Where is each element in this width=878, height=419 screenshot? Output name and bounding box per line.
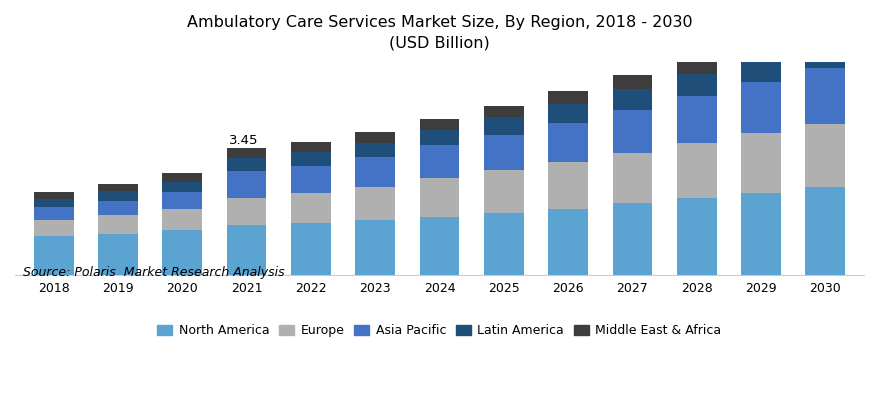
Bar [804,187,845,275]
Bar [291,222,330,275]
Bar [97,234,138,275]
Bar [804,124,845,187]
Bar [676,59,716,74]
Bar [548,104,587,123]
Legend: North America, Europe, Asia Pacific, Latin America, Middle East & Africa: North America, Europe, Asia Pacific, Lat… [152,319,726,342]
Bar [483,135,523,170]
Bar [740,193,781,275]
Bar [97,201,138,215]
Bar [612,153,651,203]
Bar [162,210,202,230]
Bar [162,192,202,210]
Bar [355,187,395,220]
Bar [291,166,330,193]
Bar [291,193,330,222]
Bar [291,152,330,166]
Bar [676,96,716,143]
Bar [548,209,587,275]
Bar [804,26,845,42]
Bar [483,106,523,117]
Bar [612,75,651,89]
Bar [419,119,459,130]
Bar [419,217,459,275]
Bar [227,158,266,171]
Bar [419,145,459,178]
Bar [612,110,651,153]
Bar [291,142,330,152]
Bar [740,82,781,134]
Bar [483,213,523,275]
Bar [676,74,716,96]
Bar [33,236,74,275]
Bar [355,220,395,275]
Bar [97,184,138,191]
Text: 3.45: 3.45 [228,134,258,147]
Bar [227,198,266,225]
Bar [612,89,651,110]
Bar [33,199,74,207]
Bar [740,42,781,57]
Bar [97,191,138,201]
Bar [97,215,138,234]
Bar [162,230,202,275]
Bar [227,171,266,198]
Bar [740,57,781,82]
Bar [355,132,395,142]
Text: Source: Polaris  Market Research Analysis: Source: Polaris Market Research Analysis [24,266,284,279]
Bar [548,123,587,162]
Bar [548,162,587,209]
Bar [676,199,716,275]
Bar [33,192,74,199]
Bar [483,170,523,213]
Bar [33,207,74,220]
Bar [33,220,74,236]
Bar [227,225,266,275]
Bar [419,130,459,145]
Bar [676,143,716,199]
Title: Ambulatory Care Services Market Size, By Region, 2018 - 2030
(USD Billion): Ambulatory Care Services Market Size, By… [186,15,692,51]
Bar [227,148,266,158]
Bar [804,68,845,124]
Bar [612,203,651,275]
Bar [740,134,781,193]
Bar [804,42,845,68]
Bar [548,91,587,104]
Bar [419,178,459,217]
Bar [483,117,523,135]
Bar [162,181,202,192]
Bar [162,173,202,181]
Bar [355,157,395,187]
Bar [355,142,395,157]
